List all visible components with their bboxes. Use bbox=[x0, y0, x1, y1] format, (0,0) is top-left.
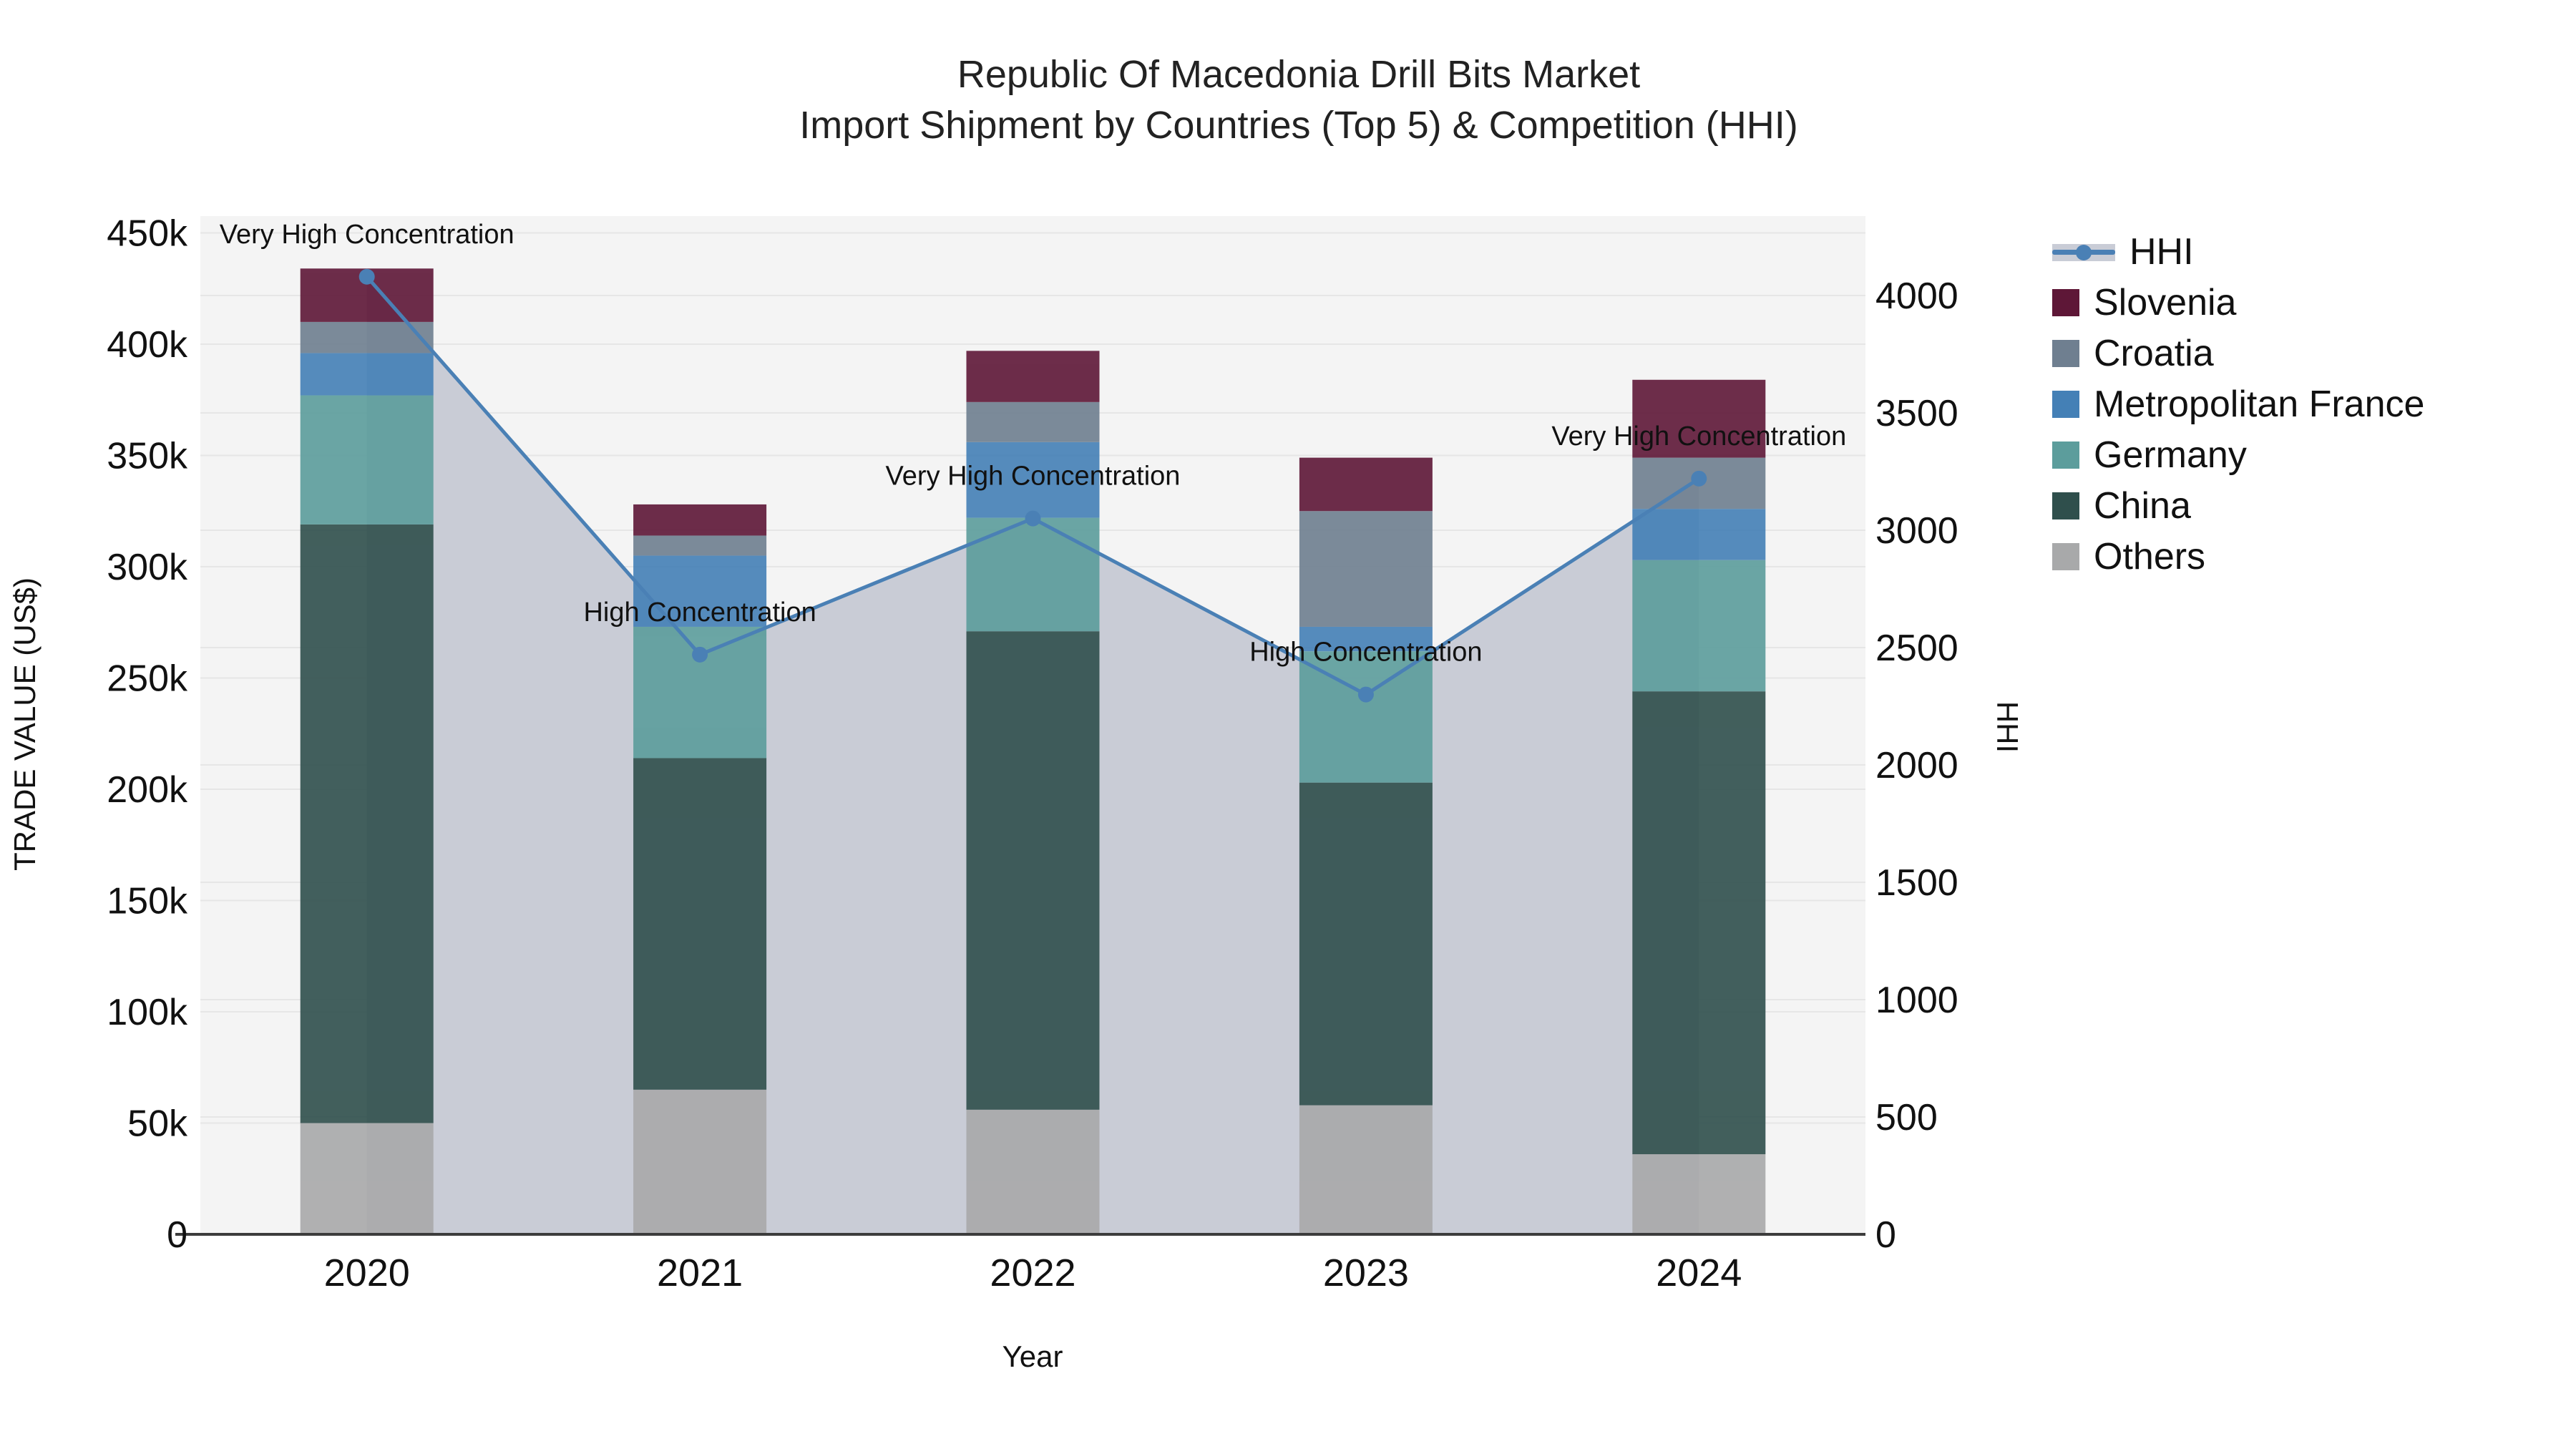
hhi-annotation-2021: High Concentration bbox=[583, 597, 816, 628]
bar-segment-croatia-2021[interactable] bbox=[633, 535, 767, 556]
bar-segment-others-2020[interactable] bbox=[300, 1123, 434, 1235]
y-left-tick-300k: 300k bbox=[107, 547, 188, 588]
x-axis-title: Year bbox=[1002, 1340, 1063, 1373]
bar-segment-metropolitan-france-2023[interactable] bbox=[1299, 626, 1433, 652]
bar-segment-slovenia-2023[interactable] bbox=[1299, 457, 1433, 512]
legend-swatch-icon bbox=[2052, 542, 2079, 570]
y-right-tick-1500: 1500 bbox=[1875, 862, 1958, 904]
bar-segment-china-2023[interactable] bbox=[1299, 782, 1433, 1106]
legend-item-others[interactable]: Others bbox=[2052, 531, 2424, 582]
hhi-marker-2023[interactable] bbox=[1357, 686, 1374, 703]
y-left-tick-100k: 100k bbox=[107, 992, 188, 1033]
chart-title: Republic Of Macedonia Drill Bits Market … bbox=[308, 52, 2290, 153]
y-left-tick-200k: 200k bbox=[107, 769, 188, 811]
y-right-tick-500: 500 bbox=[1875, 1097, 1938, 1138]
legend: HHI Slovenia Croatia Metropolitan France Ger… bbox=[2052, 226, 2424, 582]
legend-label: Slovenia bbox=[2094, 281, 2237, 323]
bar-segment-others-2023[interactable] bbox=[1299, 1105, 1433, 1234]
x-tick-2023: 2023 bbox=[1323, 1252, 1409, 1294]
y-left-tick-350k: 350k bbox=[107, 436, 188, 477]
x-tick-2021: 2021 bbox=[657, 1252, 743, 1294]
bar-segment-china-2020[interactable] bbox=[300, 524, 434, 1123]
legend-label: Croatia bbox=[2094, 332, 2214, 374]
hhi-annotation-2024: Very High Concentration bbox=[1551, 421, 1846, 452]
bar-segment-others-2021[interactable] bbox=[633, 1089, 767, 1234]
legend-label: Germany bbox=[2094, 434, 2247, 476]
legend-label: Others bbox=[2094, 535, 2206, 577]
legend-item-croatia[interactable]: Croatia bbox=[2052, 328, 2424, 379]
bar-segment-germany-2023[interactable] bbox=[1299, 651, 1433, 783]
chart-title-line1: Republic Of Macedonia Drill Bits Market bbox=[957, 53, 1641, 96]
legend-swatch-icon bbox=[2052, 492, 2079, 519]
hhi-annotation-2022: Very High Concentration bbox=[886, 462, 1181, 492]
y-right-tick-4000: 4000 bbox=[1875, 275, 1958, 317]
hhi-annotation-2020: Very High Concentration bbox=[220, 220, 514, 250]
bar-segment-slovenia-2024[interactable] bbox=[1632, 379, 1766, 458]
legend-item-slovenia[interactable]: Slovenia bbox=[2052, 277, 2424, 328]
legend-swatch-icon bbox=[2052, 441, 2079, 469]
chart-title-line2: Import Shipment by Countries (Top 5) & C… bbox=[799, 104, 1798, 147]
bar-segment-germany-2022[interactable] bbox=[966, 517, 1100, 632]
hhi-line-legend-icon bbox=[2052, 238, 2115, 265]
hhi-marker-2020[interactable] bbox=[358, 268, 375, 285]
y-left-tick-150k: 150k bbox=[107, 881, 188, 922]
bar-segment-croatia-2023[interactable] bbox=[1299, 511, 1433, 627]
bar-segment-others-2024[interactable] bbox=[1632, 1154, 1766, 1234]
legend-item-hhi[interactable]: HHI bbox=[2052, 226, 2424, 277]
bar-segment-germany-2024[interactable] bbox=[1632, 560, 1766, 692]
legend-swatch-icon bbox=[2052, 339, 2079, 367]
bar-segment-metropolitan-france-2020[interactable] bbox=[300, 353, 434, 396]
y-left-tick-250k: 250k bbox=[107, 658, 188, 700]
bar-segment-china-2024[interactable] bbox=[1632, 691, 1766, 1155]
x-tick-2022: 2022 bbox=[990, 1252, 1075, 1294]
legend-label: HHI bbox=[2129, 230, 2194, 273]
hhi-annotation-2023: High Concentration bbox=[1249, 638, 1482, 668]
y-left-tick-50k: 50k bbox=[127, 1103, 188, 1145]
y-right-tick-2500: 2500 bbox=[1875, 628, 1958, 669]
bar-segment-china-2021[interactable] bbox=[633, 758, 767, 1090]
bars-layer bbox=[300, 268, 1766, 1235]
bar-segment-others-2022[interactable] bbox=[966, 1109, 1100, 1234]
y-right-tick-3000: 3000 bbox=[1875, 510, 1958, 552]
y-left-tick-0: 0 bbox=[167, 1214, 187, 1256]
bar-segment-slovenia-2021[interactable] bbox=[633, 504, 767, 536]
y-left-tick-450k: 450k bbox=[107, 213, 188, 255]
bar-segment-slovenia-2022[interactable] bbox=[966, 351, 1100, 402]
legend-item-china[interactable]: China bbox=[2052, 480, 2424, 531]
hhi-marker-2021[interactable] bbox=[692, 646, 708, 663]
legend-item-germany[interactable]: Germany bbox=[2052, 429, 2424, 480]
bar-segment-china-2022[interactable] bbox=[966, 631, 1100, 1110]
bar-segment-croatia-2022[interactable] bbox=[966, 401, 1100, 442]
legend-item-metropolitan-france[interactable]: Metropolitan France bbox=[2052, 379, 2424, 429]
bar-segment-metropolitan-france-2022[interactable] bbox=[966, 441, 1100, 518]
x-tick-2020: 2020 bbox=[324, 1252, 410, 1294]
hhi-marker-2024[interactable] bbox=[1691, 470, 1707, 487]
x-tick-2024: 2024 bbox=[1656, 1252, 1742, 1294]
bar-segment-metropolitan-france-2021[interactable] bbox=[633, 555, 767, 627]
legend-label: China bbox=[2094, 484, 2191, 527]
bar-segment-metropolitan-france-2024[interactable] bbox=[1632, 509, 1766, 560]
bar-segment-germany-2021[interactable] bbox=[633, 626, 767, 758]
bar-segment-germany-2020[interactable] bbox=[300, 395, 434, 525]
y-right-tick-0: 0 bbox=[1875, 1214, 1896, 1256]
bar-segment-croatia-2020[interactable] bbox=[300, 321, 434, 353]
y-left-tick-400k: 400k bbox=[107, 324, 188, 366]
y-right-tick-1000: 1000 bbox=[1875, 980, 1958, 1021]
legend-swatch-icon bbox=[2052, 288, 2079, 316]
legend-label: Metropolitan France bbox=[2094, 383, 2425, 425]
y-right-tick-2000: 2000 bbox=[1875, 745, 1958, 786]
hhi-marker-2022[interactable] bbox=[1025, 510, 1041, 527]
legend-swatch-icon bbox=[2052, 390, 2079, 418]
y-right-tick-3500: 3500 bbox=[1875, 393, 1958, 434]
